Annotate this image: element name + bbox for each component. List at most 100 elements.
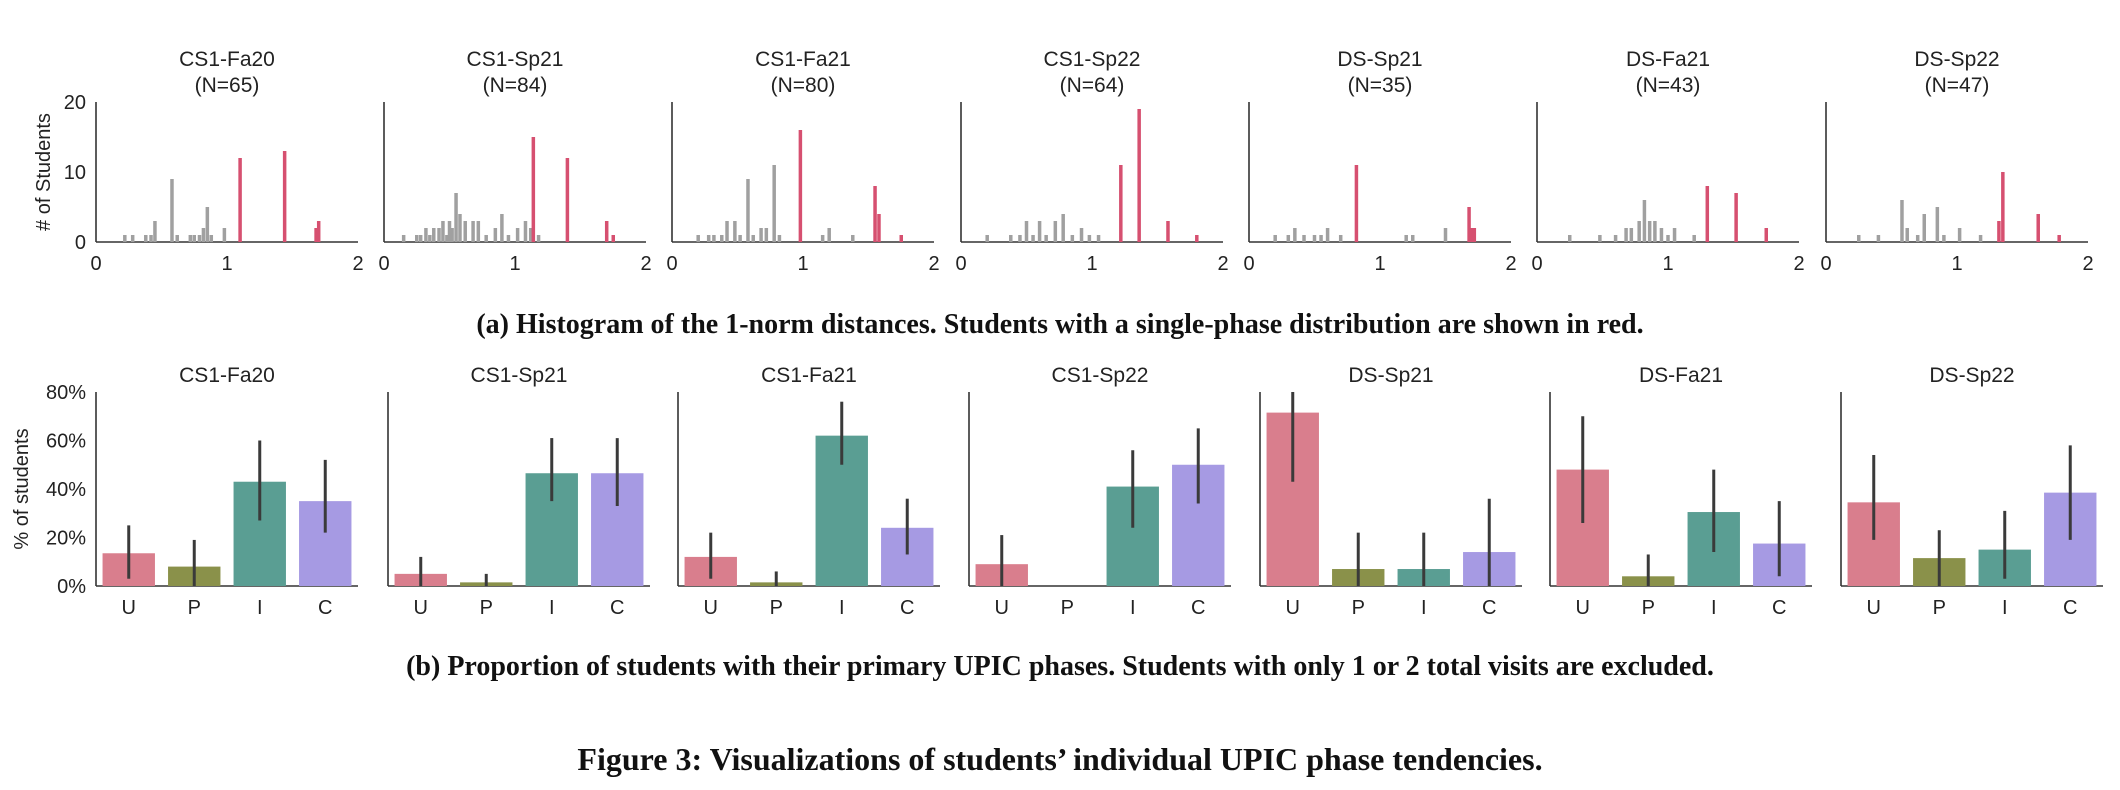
x-tick-label: P: [1933, 597, 1946, 619]
histogram-bar-multi: [401, 235, 406, 242]
panel-n-label: (N=43): [1636, 74, 1701, 97]
x-tick-label: U: [704, 597, 718, 619]
histogram-bar-multi: [1037, 221, 1042, 242]
histogram-bar-multi: [1613, 235, 1618, 242]
histogram-bar-single: [314, 228, 318, 242]
histogram-bar-multi: [1044, 235, 1048, 242]
x-tick-label: I: [257, 597, 263, 619]
histogram-bar-single: [238, 158, 242, 242]
phase-bar-panel: CS1-Fa21 U P I C: [677, 364, 940, 619]
caption-b: (b) Proportion of students with their pr…: [406, 651, 1714, 682]
histogram-bar-multi: [725, 221, 729, 242]
x-tick-label: P: [188, 597, 201, 619]
histogram-bar-single: [1764, 228, 1768, 242]
x-tick-label: P: [480, 597, 493, 619]
histogram-bar-single: [877, 214, 881, 242]
histogram-bar-multi: [197, 235, 202, 242]
histogram-bar-multi: [445, 235, 449, 242]
histogram-bar-multi: [441, 221, 445, 242]
histogram-bar-multi: [428, 235, 432, 242]
x-tick-label: U: [1286, 597, 1300, 619]
panel-title: DS-Sp22: [1914, 48, 1999, 71]
x-tick-label: 2: [928, 253, 939, 275]
x-tick-label: 0: [1531, 253, 1542, 275]
histogram-bar-multi: [536, 235, 541, 242]
x-tick-label: C: [1482, 597, 1496, 619]
histogram-bar-multi: [209, 235, 214, 242]
x-tick-label: 2: [1505, 253, 1516, 275]
histogram-bar-multi: [153, 221, 157, 242]
histogram-bar-multi: [175, 235, 179, 242]
histogram-bar-single: [1734, 193, 1738, 242]
histogram-bar-multi: [827, 228, 831, 242]
y-tick-label: 0%: [57, 576, 86, 598]
histogram-bar-single: [798, 130, 803, 242]
histogram-bar-multi: [192, 235, 196, 242]
histogram-bar-multi: [1031, 235, 1035, 242]
histogram-bar-multi: [1857, 235, 1861, 242]
histogram-bar-single: [1705, 186, 1710, 242]
x-tick-label: I: [1711, 597, 1717, 619]
x-tick-label: 2: [352, 253, 363, 275]
histogram-bar-multi: [1672, 228, 1677, 242]
histogram-bar-multi: [1404, 235, 1408, 242]
panel-title: DS-Fa21: [1639, 364, 1723, 387]
histogram-bar-multi: [437, 228, 441, 242]
panel-title: CS1-Fa20: [179, 364, 275, 387]
x-tick-label: 1: [1951, 253, 1962, 275]
histogram-bar-multi: [1273, 235, 1277, 242]
histogram-bar-multi: [820, 235, 825, 242]
phase-bar-panel: CS1-Fa20 0% 20% 40% 60% 80% U P I C: [46, 364, 358, 619]
histogram-bar-multi: [1935, 207, 1940, 242]
histogram-bar-multi: [463, 221, 467, 242]
histogram-bar-single: [1119, 165, 1123, 242]
histogram-bar-multi: [1312, 235, 1317, 242]
histogram-bar-multi: [484, 235, 488, 242]
x-tick-label: C: [2063, 597, 2077, 619]
x-tick-label: 1: [1662, 253, 1673, 275]
histogram-bar-single: [2001, 172, 2005, 242]
histogram-bar-single: [604, 221, 609, 242]
y-tick-label: 60%: [46, 431, 86, 453]
histogram-bar-multi: [985, 235, 989, 242]
histogram-bar-multi: [447, 221, 452, 242]
histogram-bar-single: [1137, 109, 1141, 242]
histogram-bar-multi: [772, 165, 776, 242]
histogram-panel: DS-Sp21 (N=35) 0 1 2: [1243, 48, 1516, 275]
phase-bar-panel: DS-Sp21 U P I C: [1259, 364, 1522, 619]
panel-title: DS-Sp21: [1337, 48, 1422, 71]
phase-bar-panel: CS1-Sp22 U P I C: [968, 364, 1231, 619]
histogram-bar-multi: [706, 235, 711, 242]
histogram-bar-multi: [432, 228, 436, 242]
panel-title: DS-Sp22: [1929, 364, 2014, 387]
x-tick-label: 2: [1793, 253, 1804, 275]
histogram-bar-multi: [415, 235, 419, 242]
histogram-bar-multi: [751, 235, 755, 242]
x-tick-label: I: [2002, 597, 2008, 619]
histogram-bar-multi: [1978, 235, 1983, 242]
histogram-bar-multi: [523, 221, 528, 242]
panel-n-label: (N=47): [1925, 74, 1990, 97]
histogram-bar-multi: [1568, 235, 1572, 242]
histogram-panel: DS-Fa21 (N=43) 0 1 2: [1531, 48, 1804, 275]
panel-title: CS1-Fa21: [755, 48, 851, 71]
panel-title: CS1-Sp21: [467, 48, 564, 71]
histogram-bar-multi: [476, 221, 481, 242]
x-tick-label: 1: [1086, 253, 1097, 275]
panel-n-label: (N=35): [1348, 74, 1413, 97]
panel-title: DS-Sp21: [1348, 364, 1433, 387]
histogram-bar-multi: [1338, 235, 1343, 242]
histogram-bar-single: [611, 235, 615, 242]
histogram-bar-multi: [1293, 228, 1297, 242]
histogram-bar-multi: [1070, 235, 1075, 242]
histogram-bar-multi: [123, 235, 127, 242]
panel-title: CS1-Sp22: [1052, 364, 1149, 387]
histogram-bar-multi: [1302, 235, 1306, 242]
x-tick-label: 1: [797, 253, 808, 275]
panel-title: DS-Fa21: [1626, 48, 1710, 71]
x-tick-label: U: [122, 597, 136, 619]
x-tick-label: 0: [1243, 253, 1254, 275]
histogram-panel: CS1-Sp22 (N=64) 0 1 2: [955, 48, 1228, 275]
